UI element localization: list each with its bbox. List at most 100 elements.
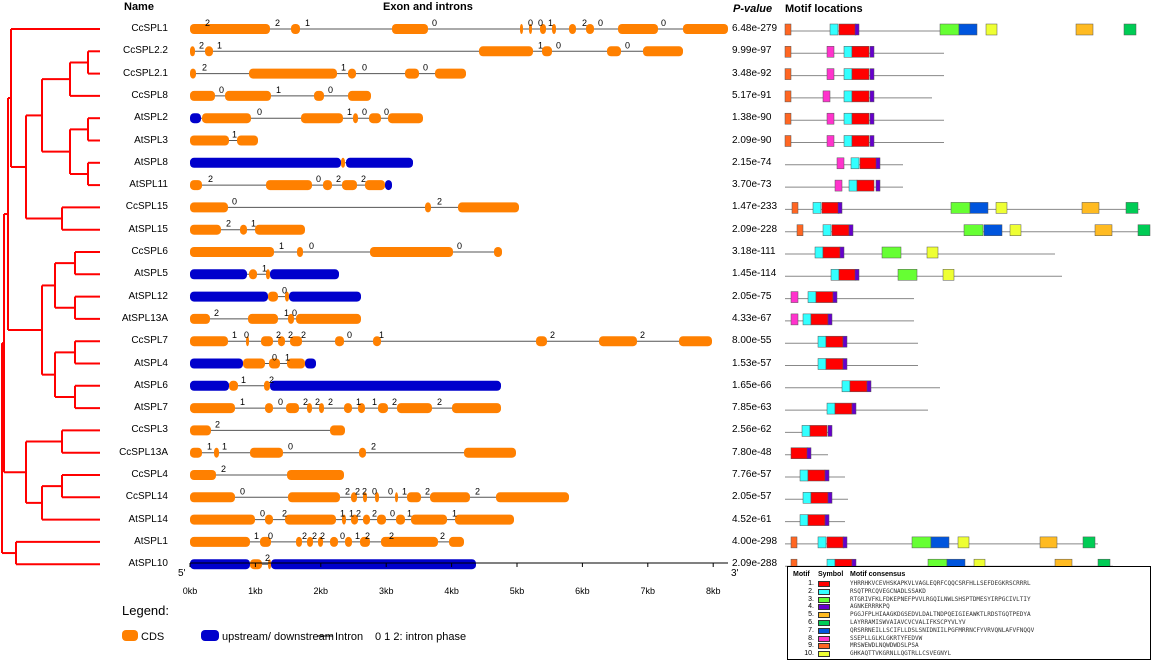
intron-phase-label: 1 (232, 130, 237, 140)
intron-phase-label: 0 (384, 107, 389, 117)
cds-exon (243, 358, 265, 369)
cds-exon (285, 514, 336, 525)
gene-name: AtSPL7 (134, 402, 168, 414)
intron-phase-label: 2 (302, 531, 307, 541)
cds-exon (395, 492, 398, 503)
cds-exon (494, 247, 502, 257)
cds-exon (369, 113, 381, 124)
motif-2-box (799, 514, 809, 526)
p-value: 4.33e-67 (732, 312, 772, 324)
intron-phase-label: 1 (407, 509, 412, 519)
motif-3-box (897, 269, 918, 281)
motif-symbol (818, 643, 830, 650)
cds-exon (288, 313, 294, 324)
motif-legend-row: 6. LAYRRAMISWVAIAVCVCVALIFKSCPYVLYV (788, 619, 1148, 627)
p-value: 1.38e-90 (732, 112, 772, 124)
cds-exon (375, 492, 379, 503)
p-value: 2.09e-288 (732, 558, 778, 570)
motif-1-box (851, 135, 870, 147)
cds-exon (278, 336, 285, 347)
cds-exon (190, 135, 229, 146)
intron-phase-label: 0 (328, 85, 333, 95)
motif-consensus: YHRRHKVCEVHSKAPKVLVAGLEQRFCQQCSRFHLLSEFD… (850, 580, 1031, 587)
intron-phase-label: 2 (355, 486, 360, 496)
motif-4-box (869, 90, 875, 103)
p-value: 2.09e-228 (732, 223, 778, 235)
cds-exon (359, 447, 366, 458)
p-value: 3.48e-92 (732, 67, 772, 79)
intron-phase-label: 0 (282, 286, 287, 296)
motif-consensus: SSEPLLGLKLGKRTYFEDVW (850, 634, 923, 642)
axis-tick-label: 1kb (248, 586, 263, 596)
legend-phase-label: 0 1 2: intron phase (375, 631, 467, 643)
cds-exon (319, 403, 324, 414)
cds-exon (520, 24, 523, 34)
axis-tick-label: 6kb (575, 586, 590, 596)
intron-phase-label: 1 (276, 85, 281, 95)
intron-phase-label: 0 (288, 442, 293, 452)
intron-phase-label: 0 (219, 85, 224, 95)
cds-exon (269, 358, 280, 369)
motif-legend-row: 7. QRSRRNEILLSCIFLLDSLSNIDNIILPGFMRRNCFYV… (788, 627, 1148, 635)
cds-exon (363, 492, 367, 503)
intron-phase-label: 0 (372, 486, 377, 496)
intron-phase-label: 1 (538, 40, 543, 50)
motif-1-box (851, 90, 870, 103)
legend-utr-swatch (201, 630, 219, 641)
intron-phase-label: 2 (582, 18, 587, 28)
intron-phase-label: 1 (285, 353, 290, 363)
motif-4-box (869, 112, 875, 125)
intron-phase-label: 2 (440, 531, 445, 541)
motif-10-box (995, 202, 1008, 214)
motif-symbol (818, 635, 830, 642)
motif-6-box (1082, 536, 1096, 549)
motif-1-box (851, 112, 870, 125)
intron-phase-label: 1 (305, 18, 310, 28)
intron-phase-label: 0 (457, 241, 462, 251)
motif-10-box (985, 23, 998, 36)
intron-phase-label: 0 (538, 18, 543, 28)
motif-1-box (826, 536, 845, 549)
motif-4-box (827, 492, 833, 504)
cds-exon (190, 202, 228, 213)
cds-exon (261, 336, 273, 347)
motif-2-box (802, 492, 812, 504)
intron-phase-label: 1 (262, 263, 267, 273)
motif-symbol (818, 581, 830, 587)
utr-region (270, 380, 501, 391)
axis-tick-label: 8kb (706, 586, 721, 596)
motif-4-box (842, 335, 848, 348)
gene-name: CcSPL7 (131, 335, 168, 347)
motif-number: 1. (808, 580, 814, 587)
gene-name: AtSPL4 (134, 357, 168, 369)
motif-4-box (851, 402, 857, 415)
motif-8-box (790, 291, 799, 303)
motif-2-box (822, 224, 832, 236)
motif-2-box (826, 402, 836, 415)
cds-exon (190, 247, 274, 257)
intron-phase-label: 0 (257, 107, 262, 117)
intron-phase-label: 1 (217, 40, 222, 50)
motif-symbol (818, 651, 830, 658)
cds-exon (205, 46, 213, 57)
cds-exon (301, 113, 343, 124)
motif-symbol (818, 604, 830, 611)
cds-exon (291, 24, 300, 34)
motif-6-box (1137, 224, 1151, 236)
gene-name: AtSPL3 (134, 134, 168, 146)
intron-phase-label: 1 (402, 486, 407, 496)
motif-1-box (807, 514, 826, 526)
cds-exon (248, 313, 278, 324)
gene-name: AtSPL10 (128, 558, 168, 570)
intron-phase-label: 2 (345, 486, 350, 496)
intron-phase-label: 1 (349, 509, 354, 519)
cds-exon (345, 536, 352, 547)
cds-exon (458, 202, 519, 213)
intron-phase-label: 0 (232, 196, 237, 206)
intron-phase-label: 1 (548, 18, 553, 28)
cds-exon (237, 135, 258, 146)
p-value: 8.00e-55 (732, 335, 772, 347)
intron-phase-label: 0 (272, 353, 277, 363)
intron-phase-label: 1 (254, 531, 259, 541)
cds-exon (250, 559, 262, 570)
